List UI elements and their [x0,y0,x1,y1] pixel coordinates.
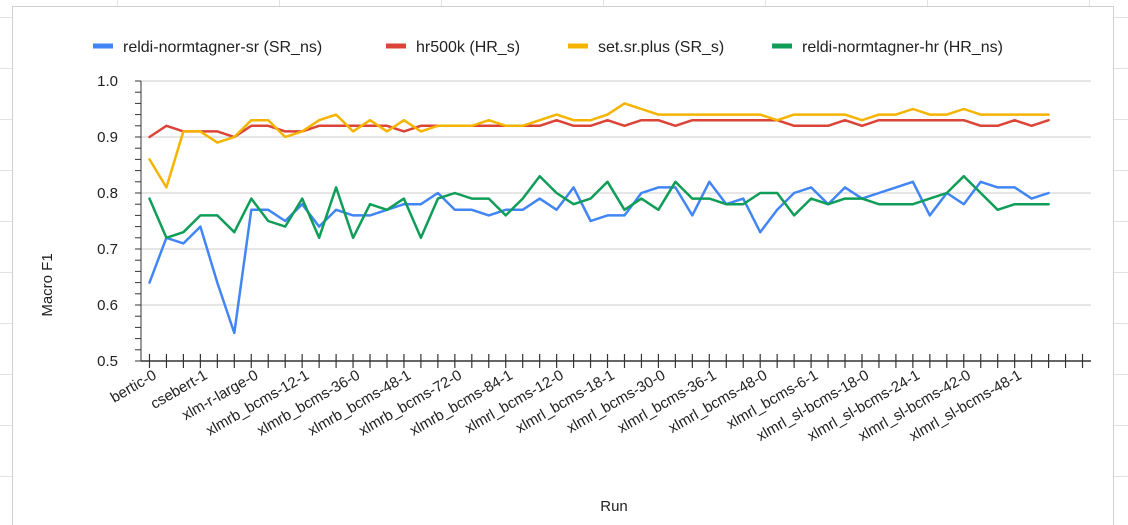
x-axis-labels: bertic-0csebert-1xlm-r-large-0xlmrb_bcms… [108,367,1025,445]
x-axis [141,354,1091,368]
legend: reldi-normtagner-sr (SR_ns) hr500k (HR_s)… [93,39,1003,56]
legend-label-3: reldi-normtagner-hr (HR_ns) [802,39,1003,56]
series-line-0 [148,180,1050,335]
legend-label-1: hr500k (HR_s) [416,39,520,56]
series-lines [148,102,1050,335]
gridlines [141,80,1091,306]
chart-card [12,6,1114,525]
y-tick-label: 1.0 [97,73,118,90]
legend-label-2: set.sr.plus (SR_s) [598,39,724,56]
y-axis-title: Macro F1 [39,253,56,316]
series-line-3 [148,174,1050,240]
y-tick-label: 0.9 [97,129,118,146]
y-tick-label: 0.7 [97,241,118,258]
y-tick-label: 0.8 [97,185,118,202]
y-axis-ticks: 1.0 0.9 0.8 0.7 0.6 0.5 [97,73,142,370]
legend-label-0: reldi-normtagner-sr (SR_ns) [123,39,322,56]
x-axis-title: Run [600,498,628,515]
y-tick-label: 0.6 [97,297,118,314]
series-line-2 [148,102,1050,189]
y-tick-label: 0.5 [97,353,118,370]
